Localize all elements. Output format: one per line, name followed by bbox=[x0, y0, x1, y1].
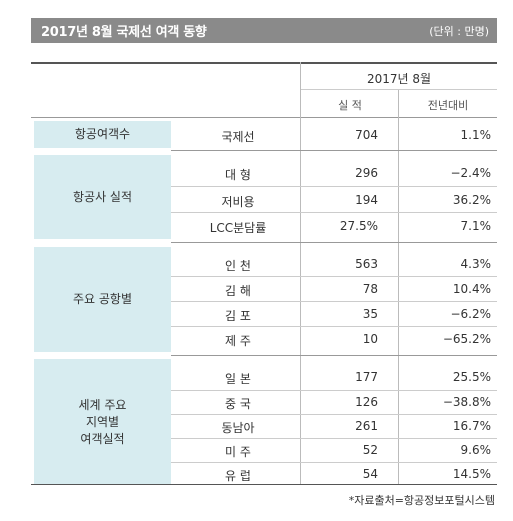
row-item: 저비용 bbox=[221, 195, 255, 209]
table-top-rule bbox=[31, 62, 497, 64]
row-value: 54 bbox=[362, 467, 378, 481]
row-value: 52 bbox=[362, 443, 378, 457]
unit-label: (단위 : 만명) bbox=[429, 24, 489, 38]
source-note: *자료출처=항공정보포털시스템 bbox=[348, 494, 495, 507]
row-value: 704 bbox=[355, 128, 378, 142]
row-item: LCC분담률 bbox=[209, 221, 267, 235]
row-sep bbox=[171, 276, 497, 277]
row-item: 제 주 bbox=[225, 334, 251, 348]
row-value: 126 bbox=[355, 395, 378, 409]
period-header: 2017년 8월 bbox=[366, 72, 432, 86]
row-sep bbox=[171, 355, 497, 356]
page-title: 2017년 8월 국제선 여객 동향 bbox=[41, 25, 207, 40]
row-value: 563 bbox=[355, 257, 378, 271]
row-change: 1.1% bbox=[460, 128, 492, 142]
row-change: 25.5% bbox=[452, 370, 491, 384]
row-change: 7.1% bbox=[460, 219, 492, 233]
row-change: 14.5% bbox=[452, 467, 491, 481]
header-divider bbox=[301, 89, 497, 90]
group-box-airports bbox=[34, 247, 171, 352]
row-change: 36.2% bbox=[452, 193, 491, 207]
row-change: 10.4% bbox=[452, 282, 491, 296]
row-change: −6.2% bbox=[450, 307, 491, 321]
row-sep bbox=[171, 212, 497, 213]
actual-header: 실 적 bbox=[338, 99, 362, 112]
row-value: 261 bbox=[355, 419, 378, 433]
row-value: 78 bbox=[362, 282, 378, 296]
row-change: −2.4% bbox=[450, 166, 491, 180]
header-bottom-rule bbox=[31, 117, 497, 118]
row-sep bbox=[171, 326, 497, 327]
row-sep bbox=[171, 390, 497, 391]
row-change: 16.7% bbox=[452, 419, 491, 433]
row-value: 35 bbox=[362, 307, 378, 321]
row-item: 인 천 bbox=[225, 259, 251, 273]
row-value: 296 bbox=[355, 166, 378, 180]
row-sep bbox=[171, 186, 497, 187]
row-item: 유 럽 bbox=[225, 469, 251, 483]
row-sep bbox=[171, 242, 497, 243]
table-bottom-rule bbox=[31, 484, 497, 485]
row-value: 177 bbox=[355, 370, 378, 384]
row-item: 미 주 bbox=[225, 445, 251, 459]
group-label-regions: 세계 주요 지역별 여객실적 bbox=[78, 398, 127, 446]
title-bar: 2017년 8월 국제선 여객 동향 (단위 : 만명) bbox=[31, 18, 497, 43]
row-item: 김 해 bbox=[225, 284, 251, 298]
group-label-airports: 주요 공항별 bbox=[72, 292, 132, 306]
row-change: 4.3% bbox=[460, 257, 492, 271]
row-change: 9.6% bbox=[460, 443, 492, 457]
group-label-passengers: 항공여객수 bbox=[74, 127, 131, 141]
group-box-regions bbox=[34, 359, 171, 485]
row-sep bbox=[171, 462, 497, 463]
row-item: 김 포 bbox=[225, 309, 251, 323]
row-sep bbox=[171, 414, 497, 415]
yoy-header: 전년대비 bbox=[427, 99, 469, 112]
row-value: 10 bbox=[362, 332, 378, 346]
row-sep bbox=[171, 150, 497, 151]
row-sep bbox=[171, 438, 497, 439]
row-change: −38.8% bbox=[442, 395, 491, 409]
row-value: 27.5% bbox=[339, 219, 378, 233]
row-item: 대 형 bbox=[225, 168, 251, 182]
row-item: 일 본 bbox=[225, 372, 251, 386]
group-box-passengers bbox=[34, 121, 171, 148]
group-label-airlines: 항공사 실적 bbox=[72, 190, 132, 204]
col-divider-1 bbox=[300, 62, 301, 484]
row-item: 중 국 bbox=[225, 397, 251, 411]
row-item: 동남아 bbox=[221, 421, 255, 435]
row-value: 194 bbox=[355, 193, 378, 207]
row-sep bbox=[171, 301, 497, 302]
row-change: −65.2% bbox=[442, 332, 491, 346]
row-item: 국제선 bbox=[221, 130, 255, 144]
group-box-airlines bbox=[34, 155, 171, 239]
col-divider-2 bbox=[398, 90, 399, 484]
